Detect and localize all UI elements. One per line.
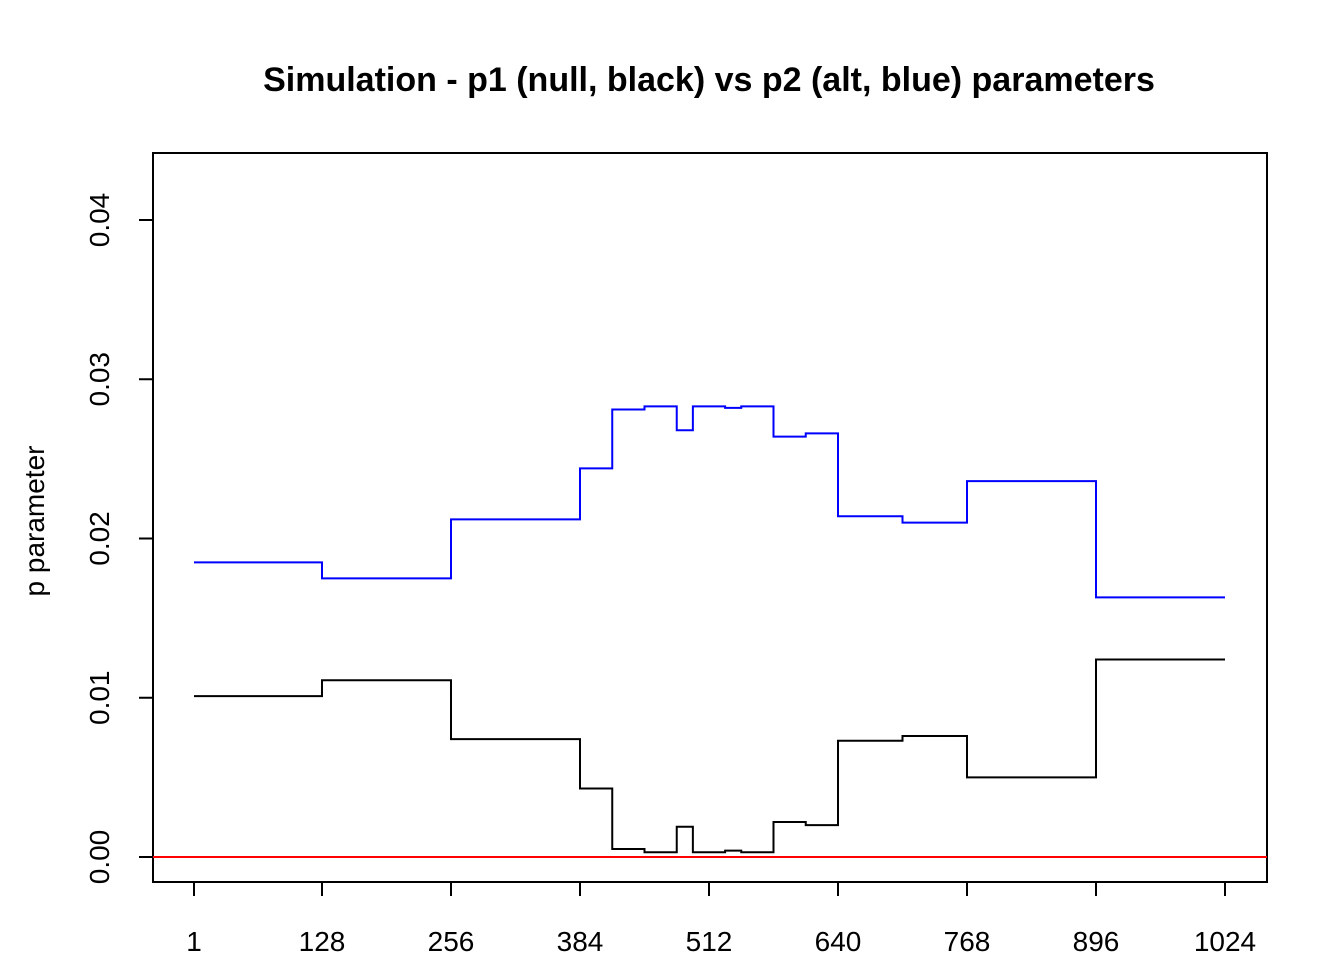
chart-title: Simulation - p1 (null, black) vs p2 (alt…: [263, 61, 1155, 99]
y-tick-label: 0.00: [84, 830, 115, 885]
x-tick-label: 384: [557, 926, 604, 957]
y-tick-label: 0.03: [84, 352, 115, 407]
plot-frame: [152, 152, 1268, 883]
y-axis: 0.00 0.01 0.02 0.03 0.04: [84, 193, 153, 885]
x-tick-label: 640: [815, 926, 862, 957]
series-line-1: [194, 405, 1225, 599]
y-axis-label: p parameter: [19, 446, 50, 597]
x-tick-label: 768: [944, 926, 991, 957]
x-axis: 1 128 256 384 512 640 768 896 1024: [186, 882, 1256, 957]
x-tick-label: 896: [1073, 926, 1120, 957]
series-line-2: [194, 658, 1225, 854]
x-tick-label: 256: [428, 926, 475, 957]
x-tick-label: 1: [186, 926, 202, 957]
y-tick-label: 0.02: [84, 511, 115, 566]
x-tick-label: 128: [299, 926, 346, 957]
y-tick-label: 0.04: [84, 193, 115, 248]
y-tick-label: 0.01: [84, 671, 115, 726]
series-layer: [194, 405, 1225, 854]
x-tick-label: 512: [686, 926, 733, 957]
x-tick-label: 1024: [1194, 926, 1256, 957]
